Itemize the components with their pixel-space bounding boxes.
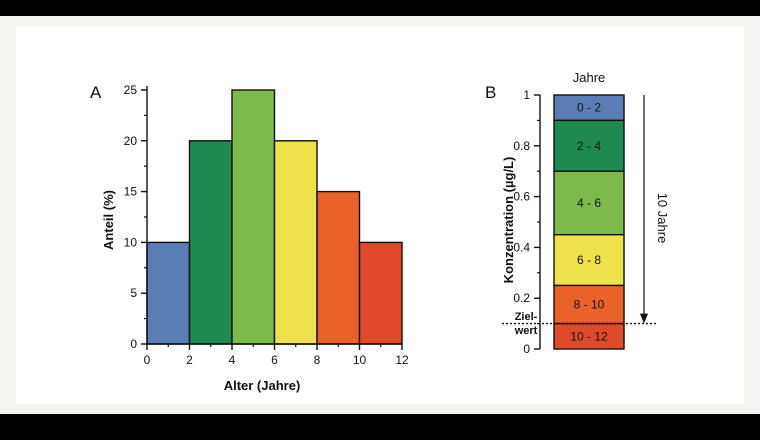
panel-a-y-tick-label-1: 5 [130, 286, 137, 300]
target-value-label-top: Ziel- [515, 311, 538, 323]
target-value-label-bottom: wert [514, 325, 538, 337]
stack-segment-label-4: 8 - 10 [574, 298, 605, 312]
panel-b-y-tick-label-1: 0.2 [513, 291, 530, 305]
histogram-bar-5 [358, 241, 403, 345]
panel-a-y-tick-label-2: 10 [124, 235, 138, 249]
panel-b-y-tick-label-2: 0.4 [513, 240, 530, 254]
panel-a-x-tick-label-1: 2 [186, 353, 193, 367]
stack-segment-label-0: 0 - 2 [577, 101, 601, 115]
panel-b-y-tick-label-4: 0.8 [513, 139, 530, 153]
histogram-bar-4 [316, 190, 361, 345]
stack-segment-3 [553, 233, 625, 287]
panel-b-y-tick-label-3: 0.6 [513, 190, 530, 204]
stack-segment-1 [553, 119, 625, 172]
figure-panel: A Alter (Jahre) Anteil (%) B Jahre Konze… [16, 26, 744, 404]
stack-segment-label-5: 10 - 12 [570, 329, 608, 343]
histogram-bar-2 [231, 89, 276, 345]
panel-b-column-title: Jahre [573, 70, 606, 85]
stack-segment-label-3: 6 - 8 [577, 253, 601, 267]
figure-svg: A Alter (Jahre) Anteil (%) B Jahre Konze… [90, 70, 670, 393]
panel-a-y-tick-label-0: 0 [130, 337, 137, 351]
panel-a-x-tick-label-0: 0 [144, 353, 151, 367]
panel-a-y-tick-label-5: 25 [124, 83, 138, 97]
panel-a-label: A [90, 83, 102, 102]
panel-b-y-tick-label-5: 1 [523, 88, 530, 102]
panel-a-x-tick-label-5: 10 [353, 353, 367, 367]
stack-segment-4 [553, 284, 625, 325]
panel-a-x-tick-label-4: 8 [314, 353, 321, 367]
histogram-bar-3 [273, 140, 318, 345]
ten-year-arrow-head [640, 313, 648, 324]
panel-a-x-tick-label-2: 4 [229, 353, 236, 367]
histogram-bar-0 [146, 241, 191, 345]
stack-segment-label-2: 4 - 6 [577, 196, 601, 210]
histogram-bar-1 [188, 140, 233, 345]
panel-b-y-tick-label-0: 0 [523, 342, 530, 356]
arrow-label-10-jahre: 10 Jahre [655, 193, 670, 244]
panel-a-y-tick-label-4: 20 [124, 134, 138, 148]
panel-a-x-tick-label-6: 12 [395, 353, 409, 367]
stack-segment-label-1: 2 - 4 [577, 139, 601, 153]
panel-a-x-axis-label: Alter (Jahre) [224, 378, 301, 393]
stack-segment-5 [553, 322, 625, 350]
panel-a-y-axis-label: Anteil (%) [101, 190, 116, 250]
panel-b-y-axis-label: Konzentration (µg/L) [501, 157, 516, 284]
figure-frame: A Alter (Jahre) Anteil (%) B Jahre Konze… [0, 16, 760, 414]
panel-b-label: B [485, 83, 496, 102]
panel-a-x-tick-label-3: 6 [271, 353, 278, 367]
panel-a-y-tick-label-3: 15 [124, 185, 138, 199]
